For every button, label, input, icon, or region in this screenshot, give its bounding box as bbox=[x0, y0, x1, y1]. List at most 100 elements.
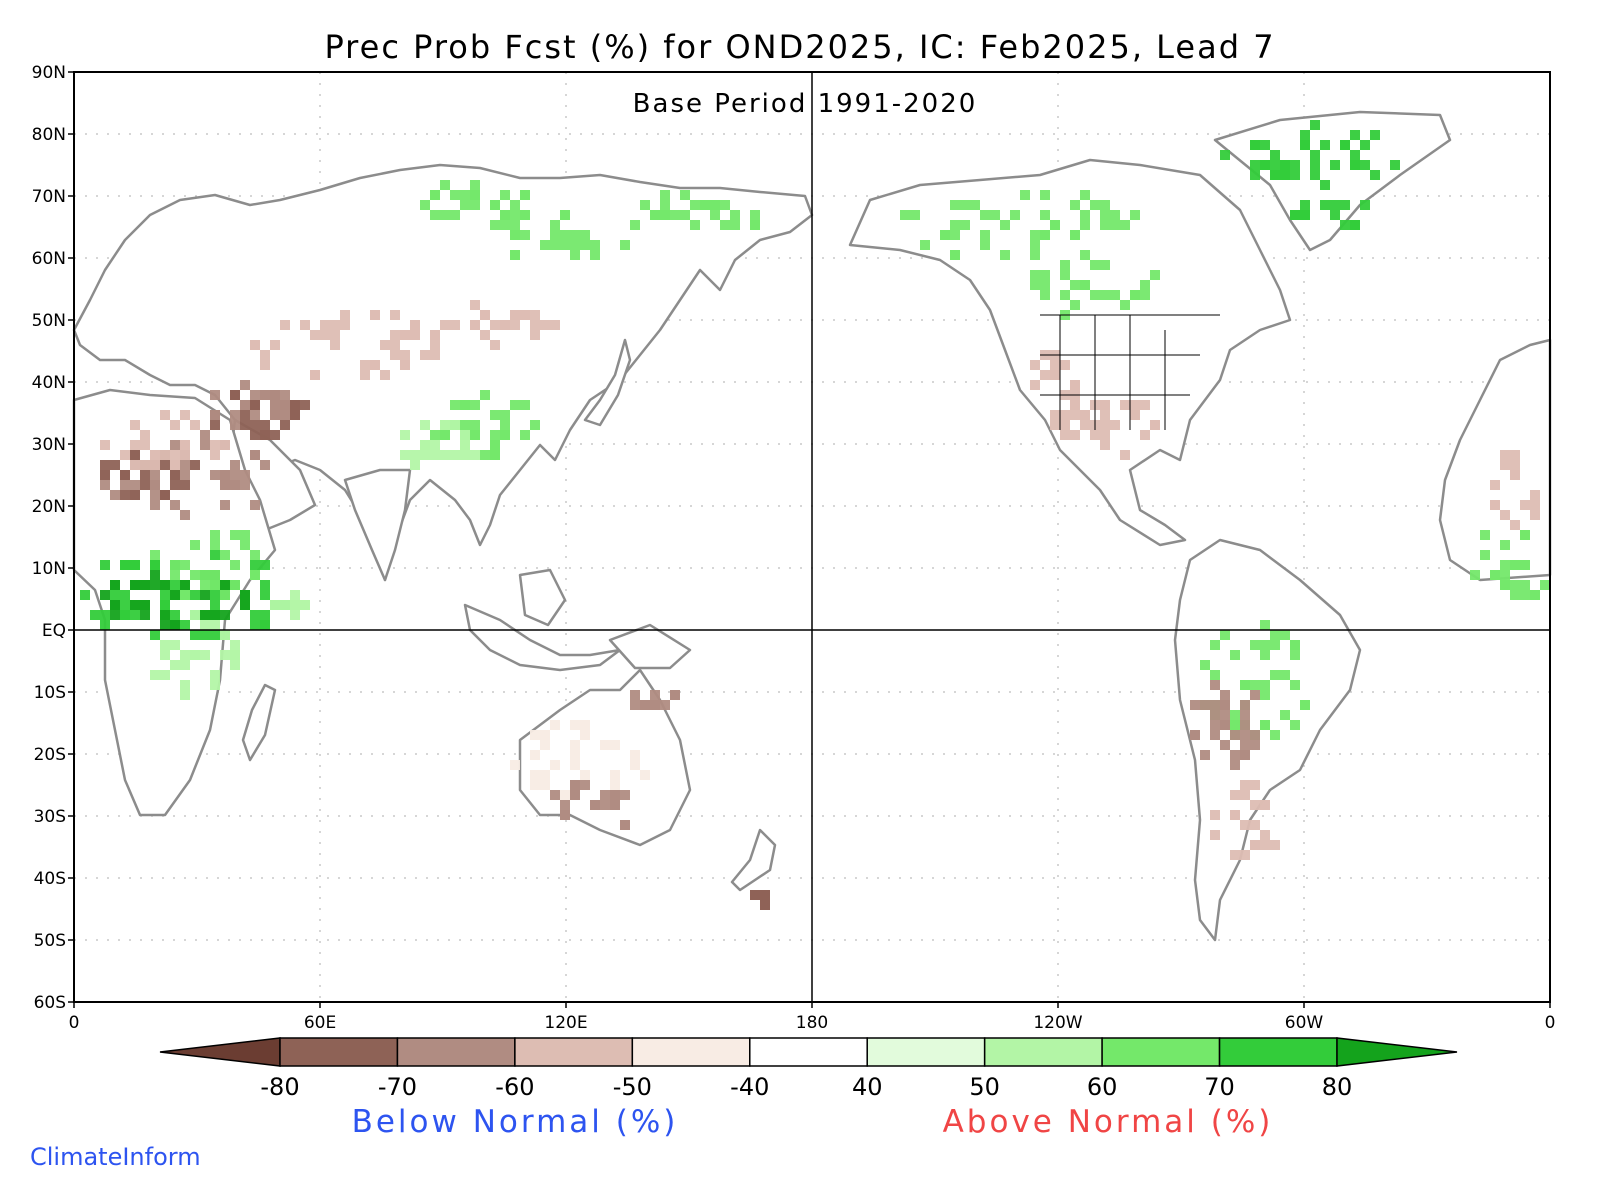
probability-cell bbox=[400, 430, 410, 440]
probability-cell bbox=[1230, 720, 1240, 730]
probability-cell bbox=[760, 890, 770, 900]
probability-cell bbox=[910, 210, 920, 220]
probability-cell bbox=[180, 650, 190, 660]
probability-cell bbox=[1350, 220, 1360, 230]
probability-cell bbox=[180, 480, 190, 490]
probability-cell bbox=[500, 320, 510, 330]
colorbar-swatch bbox=[631, 1037, 751, 1067]
probability-cell bbox=[490, 410, 500, 420]
probability-cell bbox=[1220, 150, 1230, 160]
probability-cell bbox=[1100, 210, 1110, 220]
probability-cell bbox=[430, 430, 440, 440]
probability-cell bbox=[210, 550, 220, 560]
probability-cell bbox=[1300, 200, 1310, 210]
probability-cell bbox=[100, 590, 110, 600]
probability-cell bbox=[550, 790, 560, 800]
probability-cell bbox=[1270, 840, 1280, 850]
probability-cell bbox=[460, 440, 470, 450]
probability-cell bbox=[150, 550, 160, 560]
probability-cell bbox=[240, 420, 250, 430]
probability-cell bbox=[230, 470, 240, 480]
probability-cell bbox=[1130, 410, 1140, 420]
below-normal-label: Below Normal (%) bbox=[352, 1104, 679, 1140]
probability-cell bbox=[600, 790, 610, 800]
probability-cell bbox=[570, 750, 580, 760]
probability-cell bbox=[1510, 450, 1520, 460]
probability-cell bbox=[1290, 680, 1300, 690]
probability-cell bbox=[180, 690, 190, 700]
probability-cell bbox=[250, 550, 260, 560]
probability-cell bbox=[560, 790, 570, 800]
probability-cell bbox=[1220, 630, 1230, 640]
probability-cell bbox=[1090, 430, 1100, 440]
probability-cell bbox=[1260, 160, 1270, 170]
probability-cell bbox=[550, 760, 560, 770]
probability-cell bbox=[440, 210, 450, 220]
probability-cell bbox=[480, 390, 490, 400]
probability-cell bbox=[450, 210, 460, 220]
probability-cell bbox=[1310, 150, 1320, 160]
probability-cell bbox=[1100, 200, 1110, 210]
probability-cell bbox=[250, 420, 260, 430]
probability-cell bbox=[430, 440, 440, 450]
probability-cell bbox=[1100, 400, 1110, 410]
probability-cell bbox=[250, 500, 260, 510]
probability-cell bbox=[660, 190, 670, 200]
probability-cell bbox=[1140, 430, 1150, 440]
probability-cell bbox=[190, 460, 200, 470]
probability-cell bbox=[290, 610, 300, 620]
probability-cell bbox=[200, 580, 210, 590]
probability-cell bbox=[210, 670, 220, 680]
probability-cell bbox=[190, 650, 200, 660]
probability-cell bbox=[220, 610, 230, 620]
probability-cell bbox=[220, 470, 230, 480]
probability-cell bbox=[1040, 210, 1050, 220]
probability-cell bbox=[190, 420, 200, 430]
probability-cell bbox=[1360, 140, 1370, 150]
probability-cell bbox=[1280, 160, 1290, 170]
probability-cell bbox=[490, 340, 500, 350]
probability-cell bbox=[950, 250, 960, 260]
probability-cell bbox=[280, 410, 290, 420]
probability-cell bbox=[420, 440, 430, 450]
probability-cell bbox=[1240, 820, 1250, 830]
probability-cell bbox=[1500, 540, 1510, 550]
probability-cell bbox=[1260, 830, 1270, 840]
probability-cell bbox=[130, 420, 140, 430]
probability-cell bbox=[1520, 590, 1530, 600]
probability-cell bbox=[720, 200, 730, 210]
new-zealand-outline bbox=[730, 828, 777, 892]
probability-cell bbox=[200, 430, 210, 440]
probability-cell bbox=[730, 220, 740, 230]
probability-cell bbox=[1080, 190, 1090, 200]
probability-cell bbox=[460, 450, 470, 460]
probability-cell bbox=[250, 340, 260, 350]
probability-cell bbox=[160, 590, 170, 600]
probability-cell bbox=[1230, 760, 1240, 770]
probability-cell bbox=[560, 810, 570, 820]
probability-cell bbox=[1480, 550, 1490, 560]
probability-cell bbox=[1360, 200, 1370, 210]
probability-cell bbox=[1070, 380, 1080, 390]
probability-cell bbox=[1040, 270, 1050, 280]
probability-cell bbox=[160, 650, 170, 660]
probability-cell bbox=[510, 760, 520, 770]
probability-cell bbox=[1250, 160, 1260, 170]
probability-cell bbox=[1320, 180, 1330, 190]
probability-cell bbox=[1210, 710, 1220, 720]
colorbar-label: -50 bbox=[613, 1073, 652, 1101]
probability-cell bbox=[420, 420, 430, 430]
probability-cell bbox=[170, 610, 180, 620]
probability-cell bbox=[650, 700, 660, 710]
probability-cell bbox=[680, 190, 690, 200]
probability-cell bbox=[460, 420, 470, 430]
probability-cell bbox=[260, 580, 270, 590]
probability-cell bbox=[560, 800, 570, 810]
probability-cell bbox=[510, 400, 520, 410]
probability-cell bbox=[250, 430, 260, 440]
colorbar-swatch bbox=[866, 1037, 986, 1067]
probability-cell bbox=[120, 560, 130, 570]
lat-tick-label: 40N bbox=[32, 373, 66, 393]
probability-cell bbox=[120, 600, 130, 610]
probability-cell bbox=[200, 630, 210, 640]
